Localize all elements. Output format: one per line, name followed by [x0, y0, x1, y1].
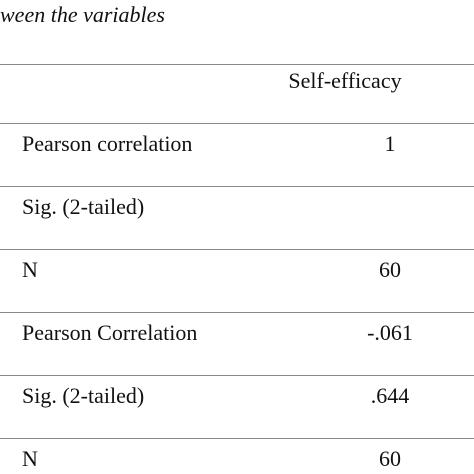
cell-value: -.061: [367, 320, 413, 345]
row-label: Sig. (2-tailed): [22, 383, 145, 408]
rule: [0, 312, 474, 313]
cell-value: .644: [370, 383, 410, 408]
rule: [0, 64, 474, 65]
column-header: Self-efficacy: [288, 68, 402, 93]
row-label: Sig. (2-tailed): [22, 194, 145, 219]
row-label: N: [22, 446, 38, 471]
rule: [0, 375, 474, 376]
cell-value: 1: [384, 131, 396, 156]
cell-value: 60: [379, 257, 401, 282]
title: ween the variables: [0, 2, 165, 27]
row-label: Pearson correlation: [22, 131, 193, 156]
rule: [0, 438, 474, 439]
row-label: Pearson Correlation: [22, 320, 198, 345]
cell-value: 60: [379, 446, 401, 471]
rule: [0, 186, 474, 187]
row-label: N: [22, 257, 38, 282]
rule: [0, 123, 474, 124]
rule: [0, 249, 474, 250]
